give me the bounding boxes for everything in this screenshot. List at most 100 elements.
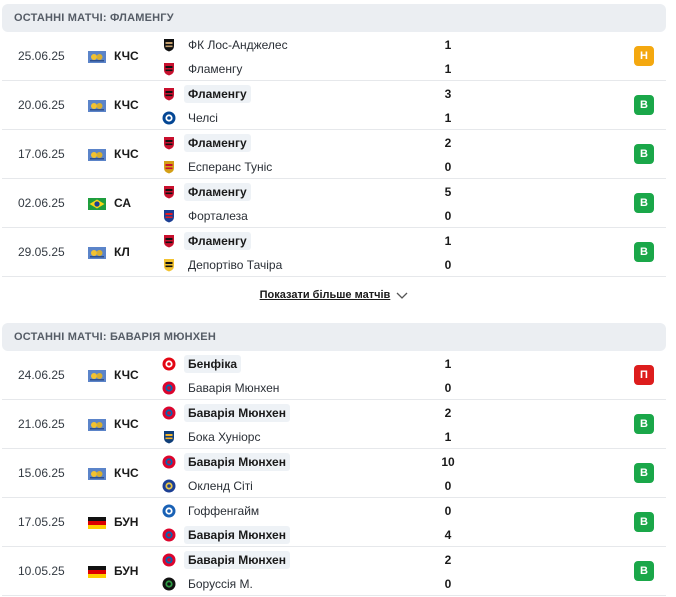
away-team-name: Есперанс Туніс	[188, 160, 273, 174]
result-badge: В	[634, 561, 654, 581]
bayern-logo-icon	[162, 381, 176, 395]
match-row[interactable]: 10.05.25 БУН Баварія Мюнхен Боруссія М. 2 0 В	[2, 547, 666, 596]
match-date: 10.05.25	[18, 564, 65, 578]
match-date: 25.06.25	[18, 49, 65, 63]
away-score: 1	[444, 111, 452, 125]
home-team[interactable]: Фламенгу	[162, 133, 251, 153]
home-team-name: Баварія Мюнхен	[184, 453, 290, 471]
fortaleza-logo-icon	[162, 209, 176, 223]
result-badge: В	[634, 144, 654, 164]
home-team[interactable]: Баварія Мюнхен	[162, 452, 290, 472]
match-list: 24.06.25 КЧС Бенфіка Баварія Мюнхен 1 0 П 21.06…	[2, 351, 666, 596]
home-team[interactable]: Фламенгу	[162, 231, 251, 251]
competition-label: БУН	[114, 564, 139, 578]
match-row[interactable]: 20.06.25 КЧС Фламенгу Челсі 3 1 В	[2, 81, 666, 130]
home-team[interactable]: Баварія Мюнхен	[162, 550, 290, 570]
competition-label: СА	[114, 196, 132, 210]
show-more-link[interactable]: Показати більше матчів	[259, 289, 391, 301]
away-team[interactable]: Окленд Сіті	[162, 476, 257, 496]
home-team-name: Гоффенгайм	[188, 504, 260, 518]
competition-label: КЧС	[114, 466, 139, 480]
away-score: 0	[444, 160, 452, 174]
away-team-name: Боруссія М.	[188, 577, 253, 591]
result-badge: П	[634, 365, 654, 385]
home-team[interactable]: Гоффенгайм	[162, 501, 263, 521]
away-score: 0	[444, 209, 452, 223]
match-row[interactable]: 24.06.25 КЧС Бенфіка Баварія Мюнхен 1 0 П	[2, 351, 666, 400]
away-team-name: Форталеза	[188, 209, 248, 223]
home-score: 2	[444, 553, 452, 567]
match-date: 20.06.25	[18, 98, 65, 112]
home-team[interactable]: ФК Лос-Анджелес	[162, 35, 292, 55]
home-team[interactable]: Фламенгу	[162, 84, 251, 104]
match-row[interactable]: 02.06.25 СА Фламенгу Форталеза 5 0 В	[2, 179, 666, 228]
result-badge: В	[634, 414, 654, 434]
flamengo-logo-icon	[162, 136, 176, 150]
auckland-logo-icon	[162, 479, 176, 493]
away-team[interactable]: Баварія Мюнхен	[162, 525, 290, 545]
chevron-down-icon[interactable]	[396, 290, 408, 300]
home-score: 1	[444, 234, 452, 248]
away-team[interactable]: Баварія Мюнхен	[162, 378, 283, 398]
result-badge: В	[634, 95, 654, 115]
cwc-icon	[88, 467, 106, 480]
result-badge: В	[634, 463, 654, 483]
match-list: 25.06.25 КЧС ФК Лос-Анджелес Фламенгу 1 1 Н 20.…	[2, 32, 666, 277]
bayern-logo-icon	[162, 455, 176, 469]
match-date: 15.06.25	[18, 466, 65, 480]
result-badge: Н	[634, 46, 654, 66]
cwc-icon	[88, 369, 106, 382]
hoffenheim-logo-icon	[162, 504, 176, 518]
away-team[interactable]: Бока Хуніорс	[162, 427, 264, 447]
home-score: 2	[444, 136, 452, 150]
home-score: 0	[444, 504, 452, 518]
competition-label: КЧС	[114, 417, 139, 431]
match-date: 21.06.25	[18, 417, 65, 431]
match-row[interactable]: 17.05.25 БУН Гоффенгайм Баварія Мюнхен 0 4 В	[2, 498, 666, 547]
competition-label: КЧС	[114, 98, 139, 112]
chelsea-logo-icon	[162, 111, 176, 125]
match-row[interactable]: 17.06.25 КЧС Фламенгу Есперанс Туніс 2 0 В	[2, 130, 666, 179]
home-team-name: Фламенгу	[184, 85, 251, 103]
home-team-name: Фламенгу	[184, 134, 251, 152]
away-score: 0	[444, 577, 452, 591]
home-score: 2	[444, 406, 452, 420]
match-row[interactable]: 21.06.25 КЧС Баварія Мюнхен Бока Хуніорс 2 1 В	[2, 400, 666, 449]
gladbach-logo-icon	[162, 577, 176, 591]
away-team[interactable]: Боруссія М.	[162, 574, 257, 594]
home-team-name: Фламенгу	[184, 232, 251, 250]
home-team[interactable]: Фламенгу	[162, 182, 251, 202]
away-team[interactable]: Есперанс Туніс	[162, 157, 276, 177]
match-date: 29.05.25	[18, 245, 65, 259]
away-score: 0	[444, 258, 452, 272]
competition-label: КЧС	[114, 49, 139, 63]
match-row[interactable]: 15.06.25 КЧС Баварія Мюнхен Окленд Сіті 10 0 В	[2, 449, 666, 498]
germany-flag-icon	[88, 565, 106, 578]
away-team[interactable]: Форталеза	[162, 206, 252, 226]
away-score: 0	[444, 381, 452, 395]
flamengo-logo-icon	[162, 62, 176, 76]
benfica-logo-icon	[162, 357, 176, 371]
home-team[interactable]: Баварія Мюнхен	[162, 403, 290, 423]
away-team[interactable]: Челсі	[162, 108, 222, 128]
away-team-name: Фламенгу	[188, 62, 243, 76]
away-team[interactable]: Фламенгу	[162, 59, 246, 79]
away-team-name: Окленд Сіті	[188, 479, 253, 493]
match-row[interactable]: 29.05.25 КЛ Фламенгу Депортіво Тачіра 1 0 В	[2, 228, 666, 277]
cwc-icon	[88, 418, 106, 431]
flamengo-logo-icon	[162, 234, 176, 248]
away-team-name: Депортіво Тачіра	[188, 258, 283, 272]
result-badge: В	[634, 242, 654, 262]
section-flamengo: ОСТАННІ МАТЧІ: ФЛАМЕНГУ 25.06.25 КЧС ФК Ло…	[2, 4, 666, 301]
away-team[interactable]: Депортіво Тачіра	[162, 255, 286, 275]
result-badge: В	[634, 512, 654, 532]
match-date: 17.06.25	[18, 147, 65, 161]
cwc-icon	[88, 148, 106, 161]
competition-label: БУН	[114, 515, 139, 529]
bayern-logo-icon	[162, 528, 176, 542]
match-date: 02.06.25	[18, 196, 65, 210]
home-score: 10	[441, 455, 455, 469]
match-row[interactable]: 25.06.25 КЧС ФК Лос-Анджелес Фламенгу 1 1 Н	[2, 32, 666, 81]
home-team[interactable]: Бенфіка	[162, 354, 242, 374]
home-team-name: Баварія Мюнхен	[184, 404, 290, 422]
